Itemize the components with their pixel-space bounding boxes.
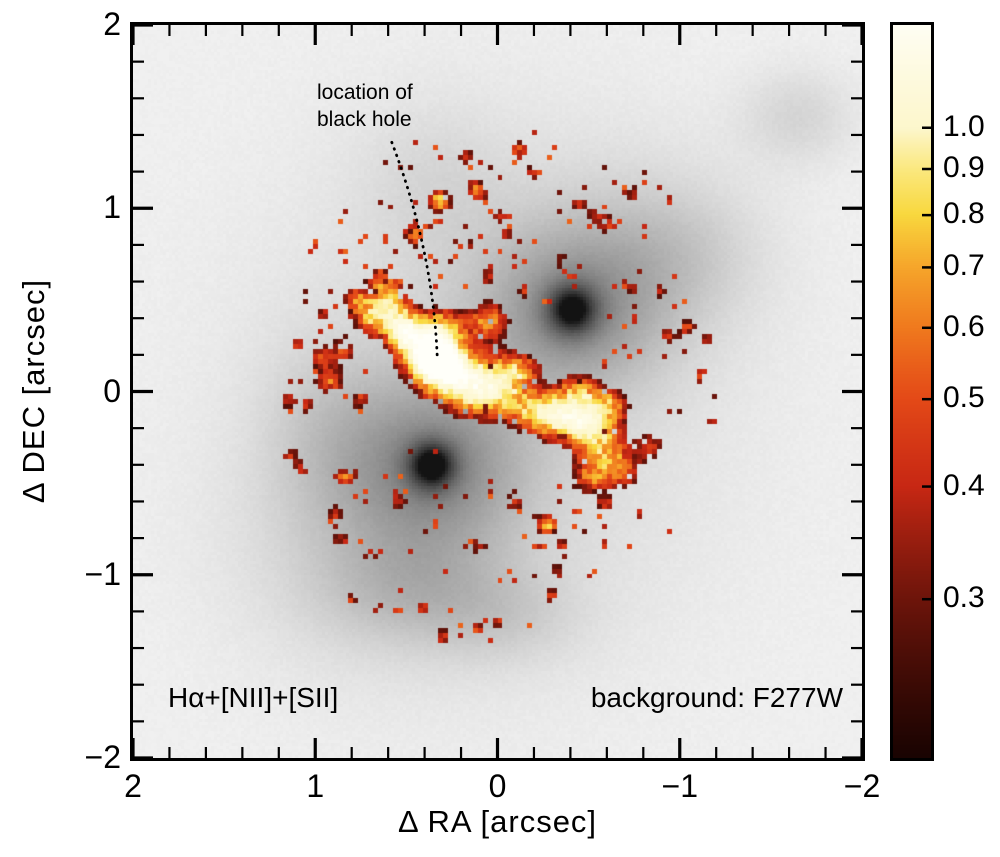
x-tick-label: −2	[843, 768, 881, 804]
colorbar-tick-label: 0.9	[943, 151, 985, 184]
y-tick-label: 1	[103, 189, 121, 226]
plot-area	[130, 22, 865, 761]
y-tick-label: 2	[103, 6, 121, 42]
sky-map-canvas	[133, 25, 862, 758]
y-axis-label: Δ DEC [arcsec]	[16, 278, 51, 504]
x-tick-label: −1	[661, 768, 698, 804]
colorbar-tick-label: 0.7	[943, 249, 985, 283]
colorbar	[890, 22, 934, 761]
annotation-text-line-2: black hole	[317, 108, 412, 132]
x-tick-label: 2	[124, 768, 142, 804]
background-filter-label: background: F277W	[590, 682, 843, 713]
colorbar-tick-label: 0.5	[943, 381, 985, 415]
x-axis-label: Δ RA [arcsec]	[397, 804, 598, 839]
colorbar-tick-label: 1.0	[943, 109, 985, 143]
emission-line-label: Hα+[NII]+[SII]	[168, 682, 339, 713]
colorbar-tick-label: 0.3	[943, 581, 985, 615]
colorbar-tick-label: 0.4	[943, 468, 985, 502]
y-tick-label: 0	[103, 372, 121, 409]
x-tick-label: 0	[488, 768, 507, 804]
y-tick-label: −1	[84, 555, 121, 592]
colorbar-tick-label: 0.8	[943, 197, 985, 231]
x-tick-label: 1	[306, 768, 325, 804]
annotation-text: location of black hole	[317, 79, 413, 134]
annotation-text-line-1: location of	[317, 81, 413, 104]
y-tick-label: −2	[84, 739, 121, 775]
colorbar-gradient-canvas	[893, 25, 931, 758]
colorbar-tick-label: 0.6	[943, 309, 985, 343]
